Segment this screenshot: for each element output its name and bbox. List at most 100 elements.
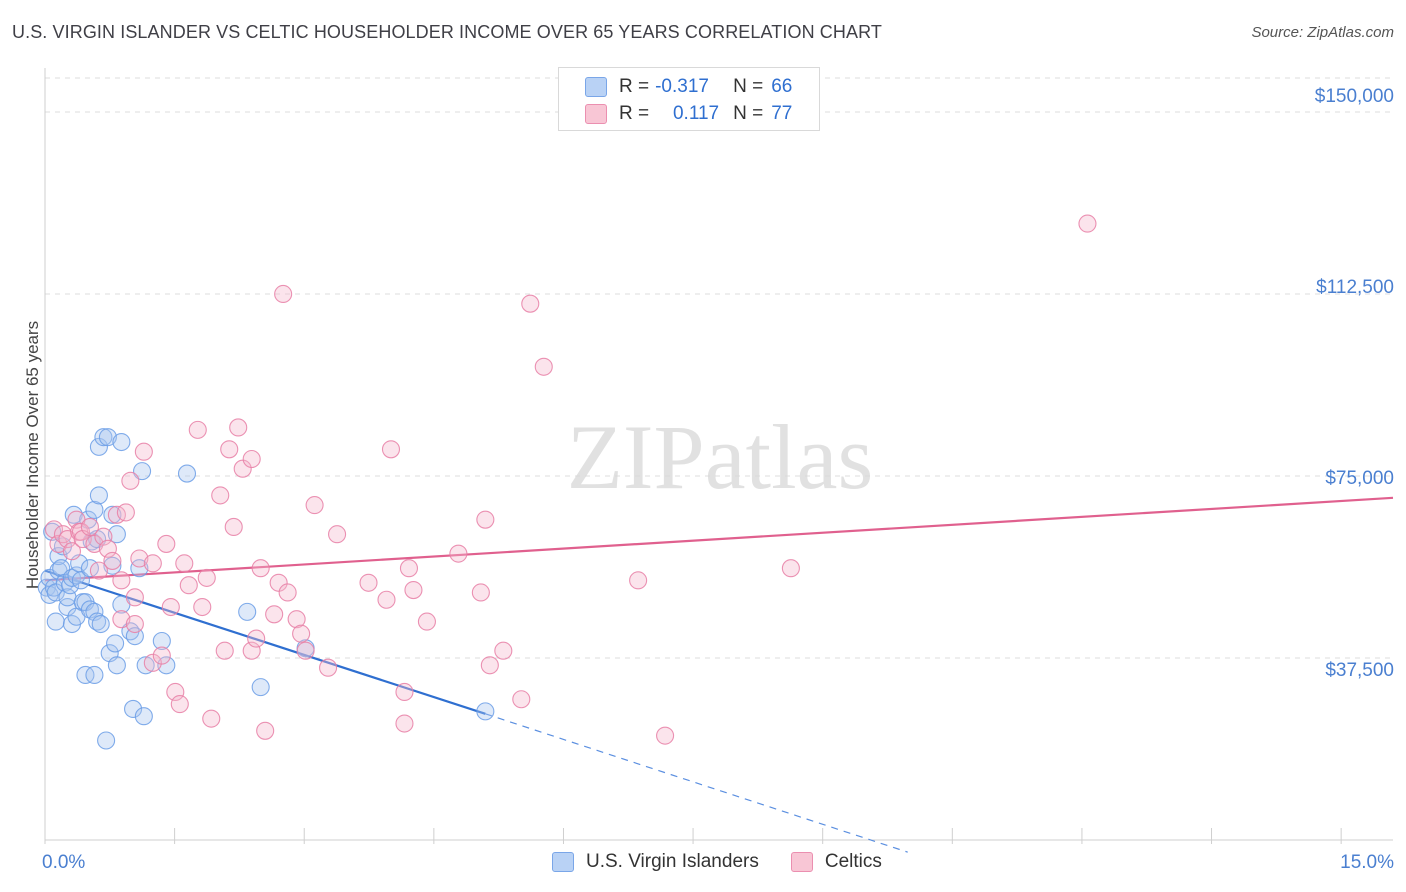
legend-swatch-blue bbox=[585, 77, 607, 97]
celtic-point bbox=[449, 544, 468, 563]
celtic-point bbox=[1078, 214, 1097, 233]
virgin-islander-point bbox=[136, 656, 155, 675]
celtic-point bbox=[193, 597, 212, 617]
virgin-islander-point bbox=[177, 464, 197, 483]
x-tick-label-max: 15.0% bbox=[1340, 852, 1394, 873]
celtic-point bbox=[305, 496, 324, 515]
legend-item-celtics: Celtics bbox=[790, 851, 882, 873]
virgin-islander-point bbox=[238, 602, 257, 621]
celtic-point bbox=[62, 542, 82, 561]
celtic-point bbox=[534, 357, 553, 376]
celtic-point bbox=[399, 559, 419, 578]
virgin-islander-point bbox=[64, 505, 83, 524]
celtic-point bbox=[494, 641, 513, 660]
celtic-point bbox=[85, 534, 104, 553]
r-value: 0.117 bbox=[672, 103, 720, 124]
source-label: Source: ZipAtlas.com bbox=[1251, 24, 1394, 41]
celtic-point bbox=[417, 612, 436, 631]
virgin-islander-point bbox=[46, 612, 65, 631]
watermark: ZIPatlas bbox=[567, 406, 874, 508]
celtic-point bbox=[251, 559, 270, 578]
celtic-point bbox=[278, 583, 297, 602]
virgin-islander-point bbox=[97, 731, 116, 750]
virgin-islander-point bbox=[251, 678, 270, 697]
data-points bbox=[37, 214, 1097, 750]
celtic-point bbox=[480, 656, 499, 675]
celtic-point bbox=[71, 522, 90, 541]
celtic-point bbox=[161, 597, 180, 617]
virgin-islander-point bbox=[152, 631, 171, 651]
celtic-point bbox=[512, 690, 531, 709]
virgin-islander-point bbox=[85, 500, 104, 520]
celtic-point bbox=[116, 503, 135, 522]
celtic-point bbox=[80, 517, 99, 536]
correlation-legend: R = -0.317 N = 66 R = 0.117 N = 77 bbox=[558, 67, 820, 131]
virgin-islander-point bbox=[130, 559, 149, 578]
virgin-islander-point bbox=[112, 432, 131, 452]
virgin-islander-point bbox=[98, 428, 117, 447]
celtic-point bbox=[215, 641, 234, 660]
virgin-islander-point bbox=[107, 656, 126, 675]
celtic-point bbox=[471, 583, 490, 602]
celtic-point bbox=[125, 588, 144, 607]
virgin-islander-point bbox=[91, 614, 110, 634]
celtic-point bbox=[404, 580, 423, 600]
celtic-point bbox=[44, 520, 64, 539]
celtic-point bbox=[98, 539, 117, 558]
celtic-point bbox=[143, 554, 162, 573]
legend-swatch-pink bbox=[585, 104, 607, 124]
virgin-islander-point bbox=[103, 556, 122, 575]
celtic-point bbox=[179, 576, 198, 595]
virgin-islander-point bbox=[94, 428, 113, 447]
virgin-islander-point bbox=[133, 462, 152, 481]
chart-title: U.S. VIRGIN ISLANDER VS CELTIC HOUSEHOLD… bbox=[12, 22, 882, 42]
celtic-point bbox=[656, 726, 675, 745]
celtic-point bbox=[112, 571, 131, 590]
y-tick-label: $75,000 bbox=[1325, 468, 1394, 489]
celtic-point bbox=[359, 573, 378, 592]
n-value: 77 bbox=[771, 103, 793, 124]
celtic-point bbox=[265, 605, 284, 624]
grid-lines bbox=[45, 77, 1393, 659]
celtic-point bbox=[121, 471, 140, 490]
celtic-point bbox=[130, 549, 149, 568]
legend-swatch-blue bbox=[552, 852, 574, 872]
celtic-point bbox=[256, 721, 275, 740]
celtic-point bbox=[134, 442, 153, 461]
n-label: N = bbox=[733, 76, 764, 97]
celtic-point bbox=[287, 610, 306, 629]
x-tick-label-min: 0.0% bbox=[42, 852, 86, 873]
celtic-point bbox=[476, 510, 495, 529]
celtic-point bbox=[166, 682, 185, 702]
celtic-point bbox=[89, 561, 108, 580]
celtic-point bbox=[112, 610, 131, 629]
celtic-point bbox=[125, 614, 144, 634]
celtic-point bbox=[229, 418, 248, 437]
virgin-islander-point bbox=[134, 707, 153, 726]
celtic-point bbox=[377, 590, 396, 609]
celtic-point bbox=[188, 420, 207, 439]
virgin-islanders-trend-line bbox=[44, 569, 486, 715]
r-label: R = bbox=[619, 103, 650, 124]
celtic-point bbox=[781, 559, 800, 578]
series-legend: U.S. Virgin Islanders Celtics bbox=[552, 851, 914, 873]
virgin-islander-point bbox=[85, 665, 104, 685]
y-tick-label: $37,500 bbox=[1325, 660, 1394, 681]
virgin-islander-point bbox=[103, 505, 122, 524]
legend-row-celtics: R = 0.117 N = 77 bbox=[559, 99, 792, 129]
celtic-point bbox=[395, 682, 414, 702]
virgin-islander-point bbox=[107, 525, 126, 544]
legend-row-virgin-islanders: R = -0.317 N = 66 bbox=[559, 72, 792, 102]
celtic-point bbox=[175, 554, 194, 573]
celtic-point bbox=[94, 527, 113, 546]
legend-label: U.S. Virgin Islanders bbox=[586, 851, 759, 872]
virgin-islanders-trend-extension bbox=[485, 713, 908, 853]
celtic-point bbox=[242, 641, 261, 660]
celtic-point bbox=[247, 629, 266, 648]
celtic-point bbox=[274, 284, 293, 304]
virgin-islander-point bbox=[157, 656, 176, 675]
celtic-point bbox=[170, 695, 189, 714]
celtic-point bbox=[202, 709, 221, 728]
n-label: N = bbox=[733, 103, 764, 124]
